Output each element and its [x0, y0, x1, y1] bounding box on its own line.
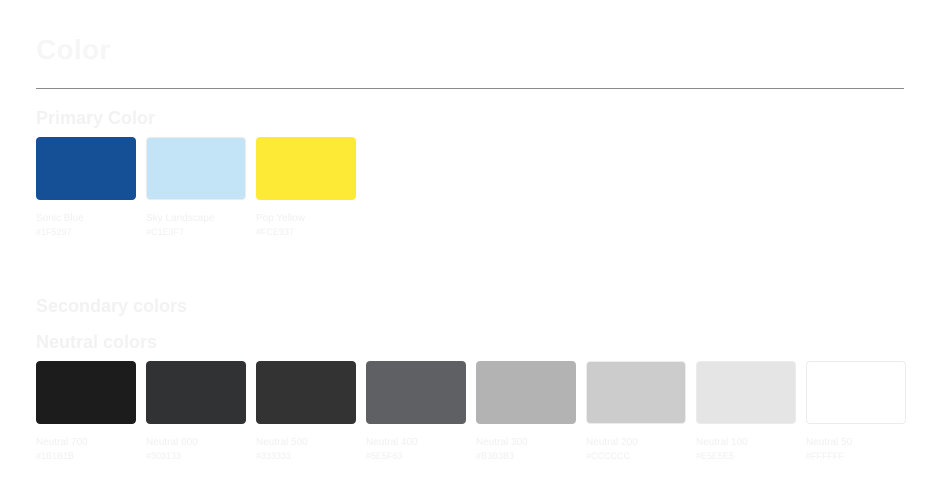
- neutral-swatch: Neutral 600 #303133: [146, 361, 246, 463]
- neutral-swatch-row: Neutral 700 #1B1B1B Neutral 600 #303133 Neut…: [36, 361, 906, 463]
- primary-swatch-row: Sonic Blue #1F5297 Sky Landscape #C1E3F7 Pop…: [36, 137, 356, 239]
- primary-swatch: Sky Landscape #C1E3F7: [146, 137, 246, 239]
- neutral-color-name: Neutral 500: [256, 437, 308, 448]
- primary-color-name: Pop Yellow: [256, 213, 305, 224]
- neutral-color-chip: [256, 361, 356, 424]
- neutral-color-hex: #1B1B1B: [36, 451, 75, 461]
- neutral-swatch: Neutral 50 #FFFFFF: [806, 361, 906, 463]
- neutral-color-hex: #B3B3B3: [476, 451, 515, 461]
- primary-color-hex: #C1E3F7: [146, 227, 185, 237]
- neutral-color-name: Neutral 700: [36, 437, 88, 448]
- primary-color-chip: [146, 137, 246, 200]
- neutral-color-chip: [586, 361, 686, 424]
- neutral-color-hex: #E5E5E5: [696, 451, 735, 461]
- primary-swatch: Sonic Blue #1F5297: [36, 137, 136, 239]
- neutral-color-name: Neutral 400: [366, 437, 418, 448]
- neutral-color-name: Neutral 600: [146, 437, 198, 448]
- neutral-color-hex: #CCCCCC: [586, 451, 631, 461]
- title-divider: [36, 88, 904, 89]
- primary-color-name: Sky Landscape: [146, 213, 215, 224]
- neutral-color-name: Neutral 200: [586, 437, 638, 448]
- primary-color-chip: [36, 137, 136, 200]
- neutral-swatch: Neutral 100 #E5E5E5: [696, 361, 796, 463]
- neutral-color-name: Neutral 50: [806, 437, 853, 448]
- primary-color-hex: #1F5297: [36, 227, 72, 237]
- secondary-colors-heading: Secondary colors: [36, 296, 188, 316]
- neutral-color-chip: [146, 361, 246, 424]
- neutral-swatch: Neutral 200 #CCCCCC: [586, 361, 686, 463]
- neutral-swatch: Neutral 300 #B3B3B3: [476, 361, 576, 463]
- neutral-color-chip: [696, 361, 796, 424]
- primary-color-heading: Primary Color: [36, 108, 156, 128]
- neutral-swatch: Neutral 500 #333333: [256, 361, 356, 463]
- neutral-color-hex: #303133: [146, 451, 182, 461]
- primary-color-chip: [256, 137, 356, 200]
- neutral-color-chip: [476, 361, 576, 424]
- neutral-colors-heading: Neutral colors: [36, 332, 158, 352]
- primary-color-hex: #FCE937: [256, 227, 295, 237]
- neutral-swatch: Neutral 400 #5E5F63: [366, 361, 466, 463]
- neutral-color-name: Neutral 100: [696, 437, 748, 448]
- neutral-color-hex: #FFFFFF: [806, 451, 844, 461]
- neutral-color-hex: #333333: [256, 451, 292, 461]
- neutral-color-chip: [36, 361, 136, 424]
- primary-swatch: Pop Yellow #FCE937: [256, 137, 356, 239]
- neutral-color-chip: [366, 361, 466, 424]
- primary-color-name: Sonic Blue: [36, 213, 84, 224]
- neutral-color-hex: #5E5F63: [366, 451, 403, 461]
- neutral-swatch: Neutral 700 #1B1B1B: [36, 361, 136, 463]
- page-title: Color: [36, 34, 111, 65]
- neutral-color-name: Neutral 300: [476, 437, 528, 448]
- neutral-color-chip: [806, 361, 906, 424]
